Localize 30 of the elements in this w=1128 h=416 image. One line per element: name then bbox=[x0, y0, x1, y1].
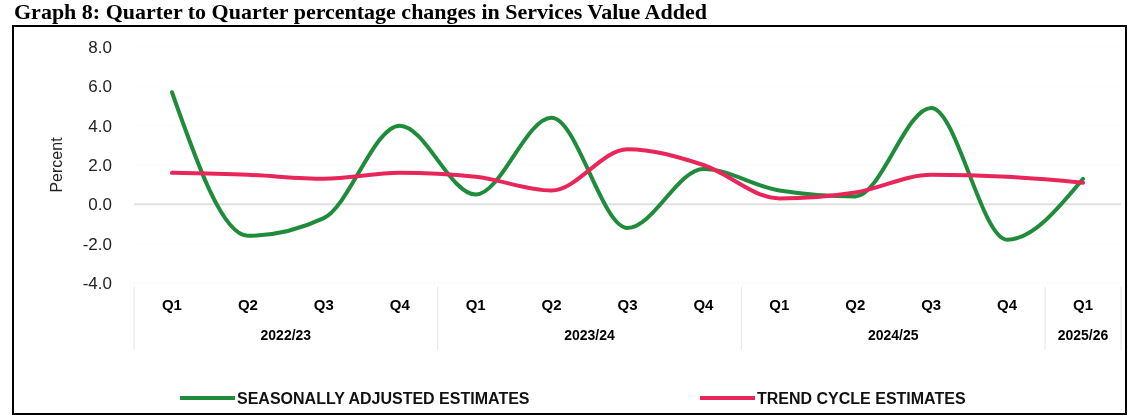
x-tick-label: Q4 bbox=[389, 296, 411, 313]
x-tick-label: Q3 bbox=[921, 296, 942, 313]
text: 2025/26 bbox=[1057, 327, 1109, 343]
line-series bbox=[169, 147, 1086, 201]
x-tick-label: Q3 bbox=[313, 296, 334, 313]
text: 2022/23 bbox=[260, 327, 312, 343]
chart-title: Graph 8: Quarter to Quarter percentage changes in Services Value Added bbox=[14, 0, 707, 24]
x-tick-label: Q2 bbox=[237, 296, 258, 313]
text: 2024/25 bbox=[867, 327, 919, 343]
y-tick-label: 2.0 bbox=[88, 155, 112, 175]
x-tick-label: Q2 bbox=[845, 296, 866, 313]
x-tick-label: Q1 bbox=[1073, 296, 1094, 313]
legend-label: TREND CYCLE ESTIMATES bbox=[757, 390, 966, 407]
x-tick-label: Q4 bbox=[997, 296, 1018, 313]
y-tick-label: 0.0 bbox=[88, 195, 112, 215]
x-tick-label: Q4 bbox=[693, 296, 715, 313]
x-tick-label: Q1 bbox=[161, 296, 182, 313]
y-tick-label: -4.0 bbox=[82, 273, 112, 293]
x-tick-label: Q2 bbox=[541, 296, 562, 313]
text: 2023/24 bbox=[564, 327, 616, 343]
legend-label: SEASONALLY ADJUSTED ESTIMATES bbox=[237, 390, 530, 407]
x-tick-label: Q3 bbox=[617, 296, 638, 313]
line-series bbox=[169, 90, 1086, 242]
y-tick-label: 8.0 bbox=[88, 37, 112, 57]
x-tick-label: Q1 bbox=[769, 296, 790, 313]
x-tick-label: Q1 bbox=[465, 296, 486, 313]
y-tick-label: 4.0 bbox=[88, 116, 112, 136]
y-axis-title: Percent bbox=[48, 136, 65, 193]
y-tick-label: 6.0 bbox=[88, 77, 112, 97]
y-tick-label: -2.0 bbox=[82, 234, 112, 254]
